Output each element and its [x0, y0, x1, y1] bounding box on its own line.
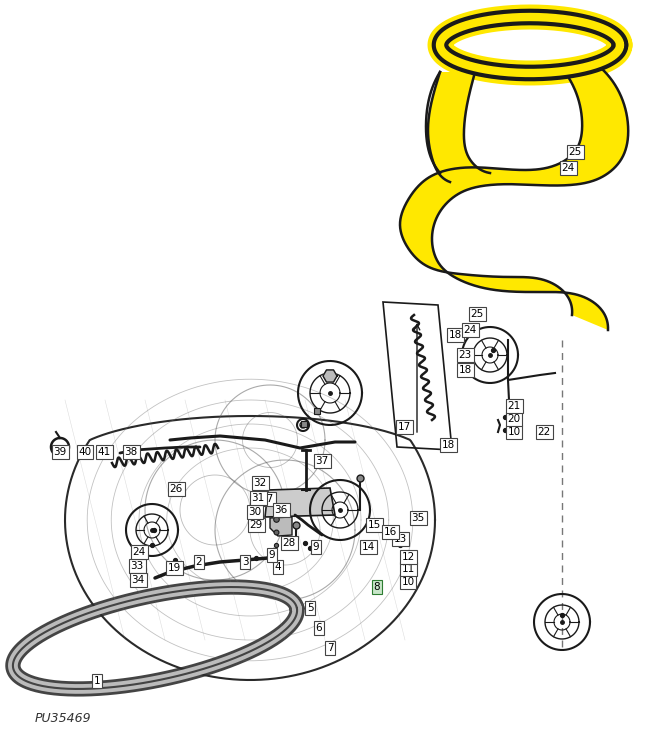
Polygon shape	[428, 72, 490, 182]
Text: 8: 8	[374, 582, 380, 592]
Text: 32: 32	[254, 478, 267, 488]
Text: 22: 22	[537, 427, 551, 437]
Text: 7: 7	[327, 643, 333, 653]
Text: 27: 27	[260, 494, 273, 504]
Polygon shape	[265, 488, 335, 517]
Text: 14: 14	[361, 542, 374, 552]
Text: 16: 16	[384, 527, 397, 537]
Text: 18: 18	[448, 330, 462, 340]
Text: PU35469: PU35469	[35, 712, 91, 724]
Text: 28: 28	[283, 538, 296, 548]
Text: 11: 11	[401, 564, 415, 574]
Text: 5: 5	[307, 603, 313, 613]
Text: 25: 25	[470, 309, 484, 319]
Text: 29: 29	[250, 520, 263, 530]
Polygon shape	[400, 68, 628, 330]
Text: 9: 9	[269, 550, 275, 560]
Text: 26: 26	[170, 484, 183, 494]
Text: 30: 30	[248, 507, 261, 517]
Text: 38: 38	[124, 447, 137, 457]
Text: 13: 13	[394, 534, 407, 544]
Text: 24: 24	[463, 325, 476, 335]
Text: 10: 10	[507, 427, 520, 437]
Text: 12: 12	[401, 552, 415, 562]
Text: 39: 39	[53, 447, 66, 457]
Text: 41: 41	[97, 447, 110, 457]
Text: 34: 34	[131, 575, 145, 585]
Text: 4: 4	[275, 562, 281, 572]
Text: 21: 21	[507, 401, 520, 411]
Text: 37: 37	[315, 456, 328, 466]
Text: 25: 25	[568, 147, 581, 157]
Text: 15: 15	[367, 520, 380, 530]
Text: 3: 3	[242, 557, 248, 567]
Text: 18: 18	[459, 365, 472, 375]
Text: 40: 40	[78, 447, 91, 457]
Text: 35: 35	[411, 513, 424, 523]
Text: 19: 19	[168, 563, 181, 573]
Text: 6: 6	[315, 623, 323, 633]
Text: 2: 2	[196, 557, 202, 567]
Text: 24: 24	[132, 547, 146, 557]
Text: 23: 23	[459, 350, 472, 360]
Text: 18: 18	[442, 440, 455, 450]
Text: 1: 1	[94, 676, 101, 686]
Text: 9: 9	[313, 542, 319, 552]
Polygon shape	[323, 370, 337, 382]
Text: 31: 31	[252, 493, 265, 503]
Text: 20: 20	[507, 414, 520, 424]
Text: 36: 36	[275, 505, 288, 515]
Polygon shape	[270, 517, 292, 536]
Text: 10: 10	[401, 577, 415, 587]
Text: 33: 33	[130, 561, 144, 571]
Text: 24: 24	[561, 163, 575, 173]
Text: 17: 17	[397, 422, 411, 432]
